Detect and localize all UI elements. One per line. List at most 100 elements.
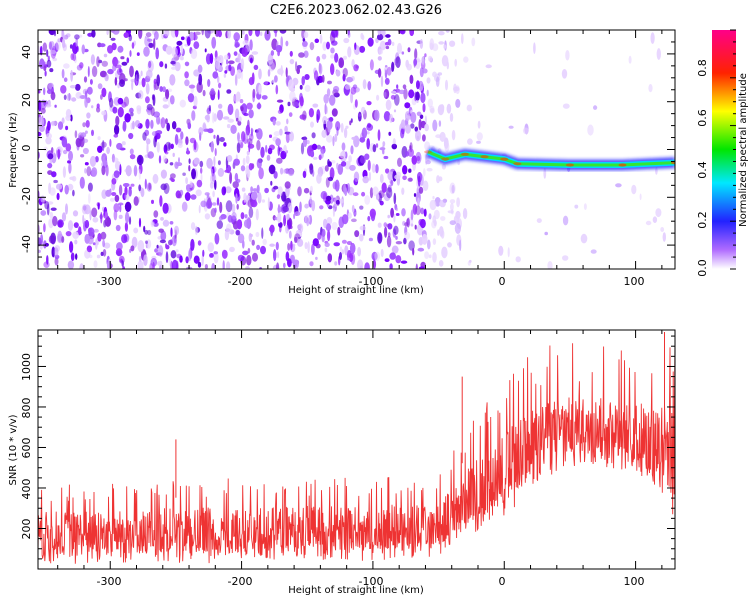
spectrogram-cell xyxy=(655,167,658,175)
spectrogram-cell xyxy=(335,121,341,131)
spectrogram-cell xyxy=(71,175,77,182)
spectrogram-cell xyxy=(101,110,107,116)
spectrogram-cell xyxy=(345,125,349,129)
spectrogram-cell xyxy=(413,193,417,197)
spectrogram-cell xyxy=(245,155,250,164)
spectrogram-cell xyxy=(63,77,68,82)
colorbar-gradient xyxy=(712,30,736,269)
spectrogram-cell xyxy=(168,98,171,108)
spectrogram-cell xyxy=(302,170,307,179)
signal-track-point xyxy=(441,157,450,161)
spectrogram-cell xyxy=(296,67,301,75)
spectrogram-cell xyxy=(316,109,321,121)
spectrogram-cell xyxy=(225,186,232,194)
spectrogram-cell xyxy=(50,207,57,211)
spectrogram-cell xyxy=(287,168,295,177)
spectrogram-cell xyxy=(166,122,170,132)
spectrogram-cell xyxy=(223,73,227,78)
spectrogram-cell xyxy=(124,201,132,212)
spectrogram-cell xyxy=(331,108,338,117)
spectrogram-cell xyxy=(360,155,366,164)
spectrogram-cell xyxy=(113,209,118,221)
spectrogram-cell xyxy=(432,252,437,263)
spectrogram-cell xyxy=(102,156,106,166)
spectrogram-cell xyxy=(234,172,239,182)
spectrogram-cell xyxy=(427,98,433,108)
spectrogram-cell xyxy=(350,118,353,123)
spectrogram-cell xyxy=(367,37,374,47)
spectrogram-cell xyxy=(273,131,281,137)
spectrogram-cell xyxy=(249,233,253,238)
spectrogram-cell xyxy=(361,191,366,197)
spectrogram-cell xyxy=(343,37,350,44)
spectrogram-cell xyxy=(154,31,159,40)
spectrogram-cell xyxy=(65,125,69,131)
spectrogram-cell xyxy=(49,187,56,196)
spectrogram-cell xyxy=(308,108,314,118)
spectrogram-cell xyxy=(150,119,154,129)
spectrogram-cell xyxy=(160,230,167,242)
spectrogram-cell xyxy=(454,58,458,67)
spectrogram-cell xyxy=(79,62,84,69)
spectrogram-cell xyxy=(283,214,287,227)
spectrogram-cell xyxy=(449,112,454,122)
spectrogram-cell xyxy=(143,254,148,266)
spectrogram-cell xyxy=(326,195,332,202)
spectrogram-cell xyxy=(201,30,204,36)
spectrogram-cell xyxy=(129,148,134,155)
spectrogram-cell xyxy=(136,52,140,56)
spectrogram-cell xyxy=(70,53,75,61)
spectrogram-cell xyxy=(277,206,282,213)
spectrogram-cell xyxy=(273,30,278,34)
spectrogram-cell xyxy=(248,141,251,153)
snr-panel: -300 -200 -100 0 100 200 400 600 800 100… xyxy=(8,329,676,596)
spectrogram-cell xyxy=(386,187,393,199)
spectrogram-cell xyxy=(418,266,425,269)
spectrogram-cell xyxy=(369,187,374,199)
spectrogram-cell xyxy=(341,142,346,151)
spectrogram-cell xyxy=(206,157,213,169)
spectrogram-cell xyxy=(285,67,288,78)
spectrogram-cell xyxy=(388,113,394,123)
spectrogram-cell xyxy=(391,90,397,94)
spectrogram-cell xyxy=(451,129,456,141)
spectrogram-cell xyxy=(246,168,251,179)
spectrogram-cell xyxy=(154,248,159,253)
spectrogram-cell xyxy=(75,253,78,260)
spectrogram-cell xyxy=(213,134,216,139)
spectrogram-cell xyxy=(179,255,183,263)
spectrogram-cell xyxy=(204,213,211,220)
spectrogram-cell xyxy=(269,243,275,247)
spectrogram-cell xyxy=(406,63,412,71)
spectrogram-cell xyxy=(287,202,293,214)
spectrogram-cell xyxy=(335,69,341,77)
spectrogram-cell xyxy=(331,160,336,164)
spectrogram-cell xyxy=(156,244,159,249)
spectrogram-cell xyxy=(441,163,446,170)
spectrogram-cell xyxy=(169,239,173,245)
spectrogram-cell xyxy=(403,237,407,245)
spectrogram-cell xyxy=(306,140,310,145)
spectrogram-cell xyxy=(184,71,189,79)
spectrogram-cell xyxy=(438,260,444,267)
spectrogram-cell xyxy=(217,167,225,177)
spectrogram-cell xyxy=(176,40,183,46)
spectrogram-cell xyxy=(123,32,129,38)
spectrogram-cell xyxy=(312,238,319,247)
spectrogram-cell xyxy=(241,187,246,192)
spectrogram-cell xyxy=(424,53,427,58)
spectrogram-cell xyxy=(450,202,454,211)
spectrogram-cell xyxy=(380,248,384,258)
spectrogram-cell xyxy=(346,257,351,261)
spectrogram-cell xyxy=(116,242,123,251)
spectrogram-cell xyxy=(40,195,46,203)
spectrogram-cell xyxy=(91,30,96,38)
spectrogram-cell xyxy=(357,246,361,257)
spectrogram-cell xyxy=(240,141,244,149)
spectrogram-cell xyxy=(367,159,371,171)
spectrogram-cell xyxy=(82,122,86,128)
spectrogram-cell xyxy=(160,117,166,129)
spectrogram-cell xyxy=(311,243,315,255)
spectrogram-cell xyxy=(284,125,288,133)
spectrogram-cell xyxy=(200,167,203,174)
